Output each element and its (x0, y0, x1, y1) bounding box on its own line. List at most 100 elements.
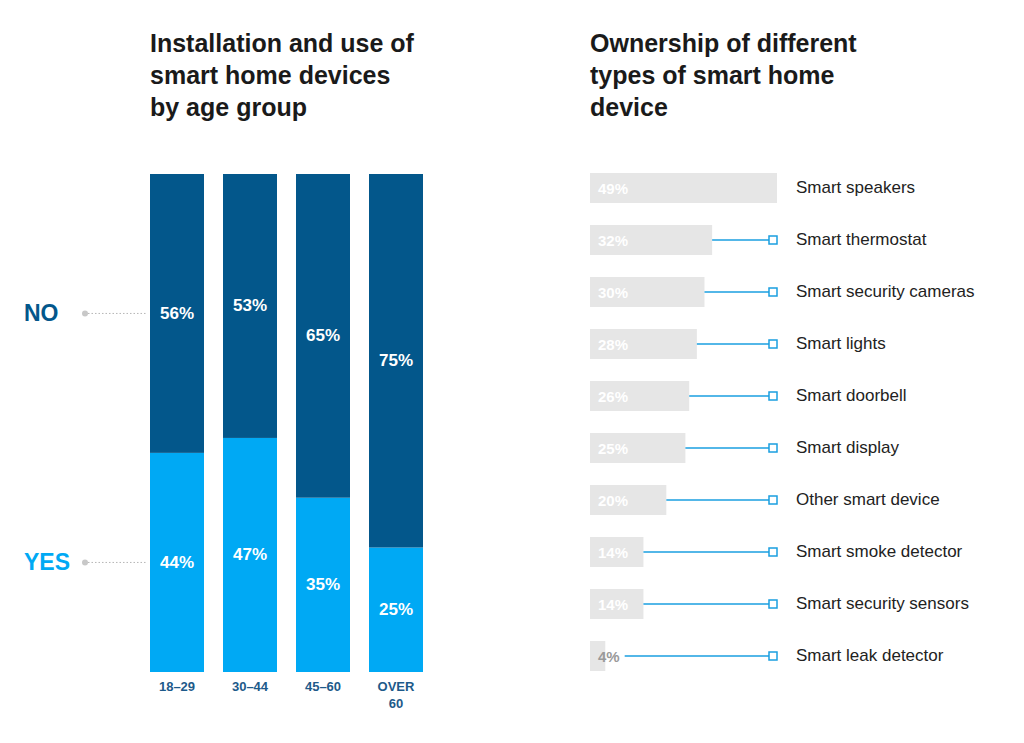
bar (590, 329, 697, 359)
connectors (625, 236, 777, 660)
legend-dot (82, 559, 88, 565)
bar-segment (296, 174, 350, 498)
x-tick-label-line: OVER (378, 679, 415, 694)
legend: YES NO (24, 300, 147, 575)
connector-end (769, 236, 777, 244)
data-label: 35% (306, 575, 340, 594)
x-tick: 18–29 (159, 679, 195, 694)
connector-line (643, 603, 769, 605)
data-label: 53% (233, 296, 267, 315)
data-label: 14% (598, 544, 628, 561)
title-line: types of smart home (590, 61, 835, 89)
data-label: 44% (160, 553, 194, 572)
connector-end (769, 496, 777, 504)
y-tick-label: Smart smoke detector (796, 542, 963, 561)
connector-line (712, 239, 769, 241)
legend-label: NO (24, 300, 59, 326)
chart-title: Ownership of different types of smart hom… (590, 29, 857, 121)
y-tick: Smart leak detector (796, 646, 944, 665)
bar-segment (296, 498, 350, 672)
bar (590, 485, 666, 515)
y-tick: Smart smoke detector (796, 542, 963, 561)
title-line: device (590, 93, 668, 121)
data-label: 49% (598, 180, 628, 197)
chart-canvas: Installation and use of smart home device… (0, 0, 1024, 743)
bar (590, 433, 685, 463)
y-tick: Smart doorbell (796, 386, 907, 405)
bar (590, 173, 777, 203)
x-tick-label-line: 60 (389, 696, 403, 711)
bar (590, 225, 712, 255)
data-label: 30% (598, 284, 628, 301)
connector-line (625, 655, 769, 657)
data-label: 56% (160, 304, 194, 323)
connector-end (769, 444, 777, 452)
bar-segment (369, 174, 423, 548)
x-tick-label: 45–60 (305, 679, 341, 694)
data-label: 65% (306, 326, 340, 345)
data-label: 25% (379, 600, 413, 619)
bar (590, 277, 704, 307)
connector-end (769, 600, 777, 608)
x-tick-label: OVER 60 (378, 679, 415, 711)
y-tick: Smart security sensors (796, 594, 969, 613)
connector-line (666, 499, 769, 501)
x-tick-label: 30–44 (232, 679, 269, 694)
bar (590, 589, 643, 619)
connector-end (769, 340, 777, 348)
y-tick-label: Smart doorbell (796, 386, 907, 405)
bar (590, 537, 643, 567)
x-tick-label-line: 45–60 (305, 679, 341, 694)
x-tick: 30–44 (232, 679, 269, 694)
title-line: Installation and use of (150, 29, 415, 57)
connector-line (704, 291, 769, 293)
y-tick: Smart display (796, 438, 899, 457)
y-tick-label: Smart speakers (796, 178, 915, 197)
legend-label: YES (24, 549, 70, 575)
y-tick: Smart thermostat (796, 230, 927, 249)
y-tick: Other smart device (796, 490, 940, 509)
connector-line (697, 343, 769, 345)
bar-segment (150, 174, 204, 453)
data-label: 14% (598, 596, 628, 613)
y-tick: Smart security cameras (796, 282, 975, 301)
legend-dot (82, 310, 88, 316)
connector-line (689, 395, 769, 397)
plot-area (590, 173, 777, 671)
connector-line (685, 447, 769, 449)
connector-end (769, 548, 777, 556)
y-axis: Smart speakers Smart thermostat Smart secu… (796, 178, 975, 665)
y-tick-label: Smart thermostat (796, 230, 927, 249)
data-label: 20% (598, 492, 628, 509)
x-tick: OVER 60 (378, 679, 415, 711)
y-tick: Smart speakers (796, 178, 915, 197)
data-label: 47% (233, 545, 267, 564)
connector-line (643, 551, 769, 553)
plot-area (150, 174, 423, 672)
x-tick: 45–60 (305, 679, 341, 694)
data-label: 32% (598, 232, 628, 249)
y-tick-label: Other smart device (796, 490, 940, 509)
x-tick-label: 18–29 (159, 679, 195, 694)
legend-leader (88, 562, 147, 563)
title-line: smart home devices (150, 61, 390, 89)
connector-end (769, 652, 777, 660)
bar (590, 381, 689, 411)
bar-segment (369, 548, 423, 673)
bar-segment (223, 438, 277, 672)
title-line: by age group (150, 93, 307, 121)
data-label: 26% (598, 388, 628, 405)
data-label: 28% (598, 336, 628, 353)
data-label: 4% (598, 648, 620, 665)
y-tick: Smart lights (796, 334, 886, 353)
bar-segment (223, 174, 277, 438)
y-tick-label: Smart security sensors (796, 594, 969, 613)
data-label: 75% (379, 351, 413, 370)
data-labels: 44% 47% 35% 25% 56% 53% 65% 75% (160, 296, 413, 619)
y-tick-label: Smart lights (796, 334, 886, 353)
x-axis: 18–29 30–44 45–60 OVER 60 (159, 679, 415, 711)
legend-leader (88, 313, 147, 314)
title-line: Ownership of different (590, 29, 857, 57)
y-tick-label: Smart leak detector (796, 646, 944, 665)
chart-title: Installation and use of smart home device… (150, 29, 415, 121)
